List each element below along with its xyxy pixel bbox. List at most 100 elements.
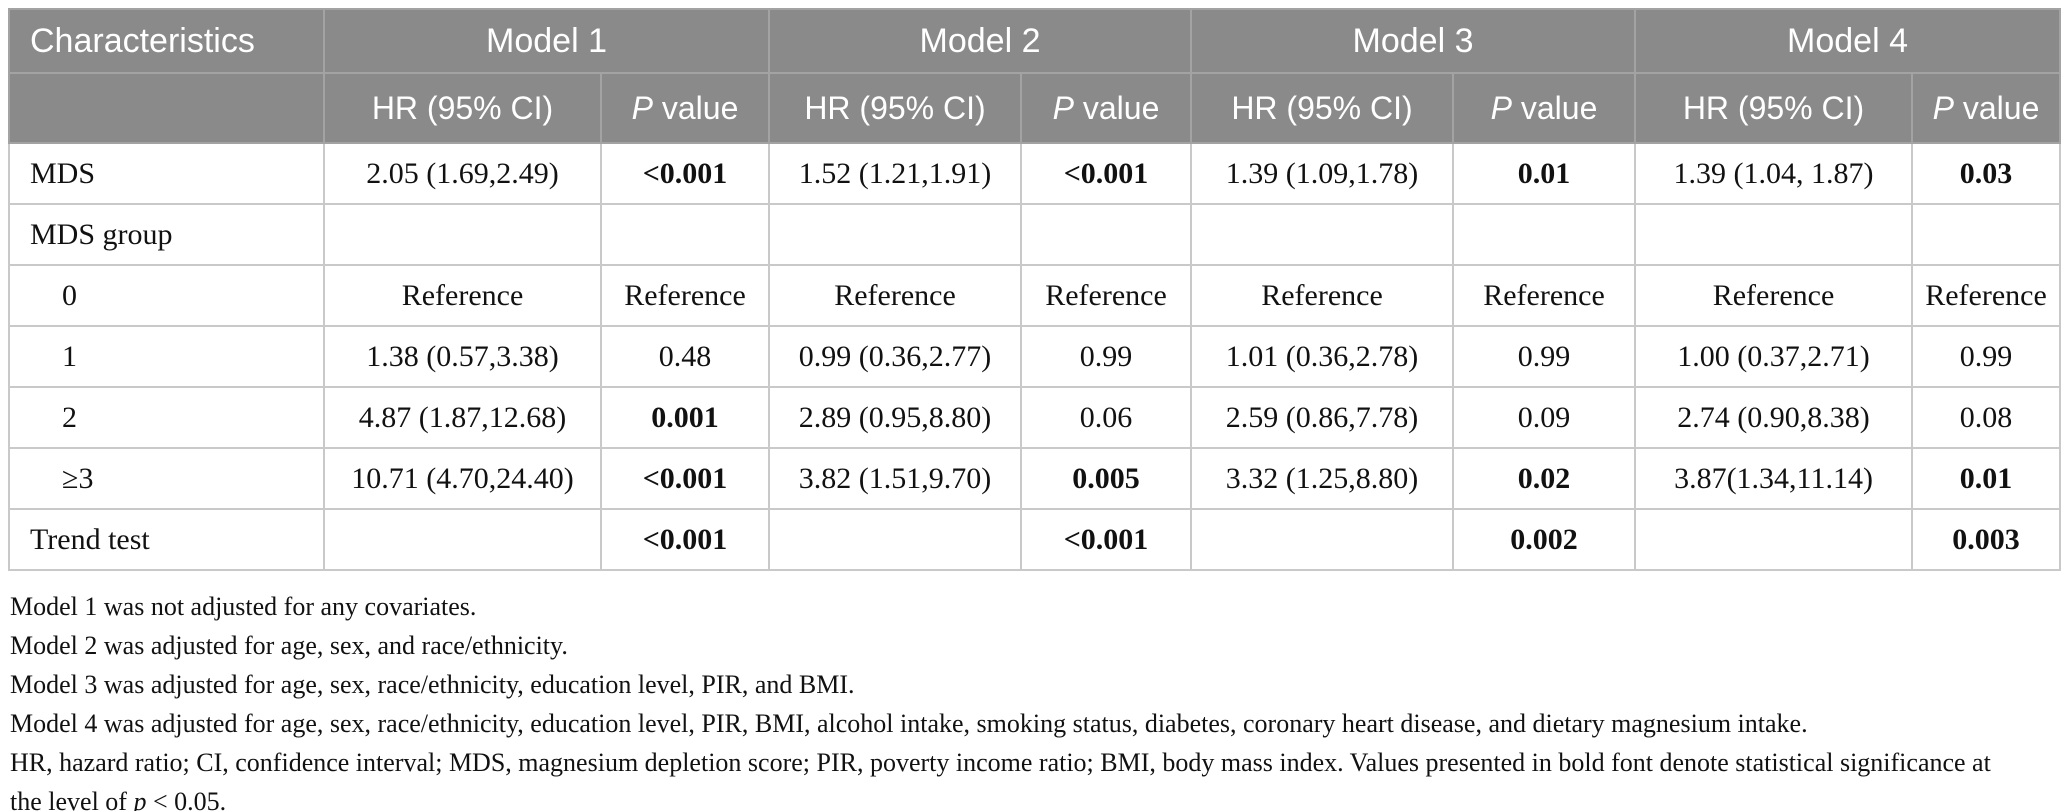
hr-cell <box>1634 508 1913 571</box>
hr-cell: Reference <box>323 264 602 327</box>
row-label: 0 <box>8 264 325 327</box>
hr-cell: Reference <box>768 264 1022 327</box>
row-label: MDS group <box>8 203 325 266</box>
pvalue-header-p: P <box>1490 89 1512 126</box>
pvalue-cell: 0.99 <box>1911 325 2061 388</box>
pvalue-cell: 0.03 <box>1911 142 2061 205</box>
pvalue-cell: 0.08 <box>1911 386 2061 449</box>
table-row: 0 Reference Reference Reference Reference Ref… <box>8 264 2061 327</box>
model-3-header: Model 3 <box>1190 8 1636 74</box>
pvalue-cell: 0.01 <box>1911 447 2061 510</box>
footnote-text: Model 3 was adjusted for age, sex, race/… <box>10 670 855 699</box>
hr-cell: 2.89 (0.95,8.80) <box>768 386 1022 449</box>
pvalue-header: P value <box>1911 72 2061 144</box>
characteristics-header: Characteristics <box>8 8 325 74</box>
pvalue-cell: 0.48 <box>600 325 770 388</box>
table-row: MDS 2.05 (1.69,2.49) <0.001 1.52 (1.21,1.91… <box>8 142 2061 205</box>
model-1-header: Model 1 <box>323 8 770 74</box>
pvalue-cell <box>1452 203 1636 266</box>
model-2-header: Model 2 <box>768 8 1192 74</box>
hr-ci-header: HR (95% CI) <box>323 72 602 144</box>
footnote-text: HR, hazard ratio; CI, confidence interva… <box>10 748 1991 777</box>
pvalue-header-rest: value <box>1073 89 1160 126</box>
table-body: MDS 2.05 (1.69,2.49) <0.001 1.52 (1.21,1.91… <box>8 142 2061 571</box>
pvalue-cell: Reference <box>1020 264 1192 327</box>
pvalue-header: P value <box>1020 72 1192 144</box>
results-table: Characteristics Model 1 Model 2 Model 3 … <box>8 8 2061 571</box>
footnote-line: Model 2 was adjusted for age, sex, and r… <box>10 626 2059 665</box>
hr-cell: 2.59 (0.86,7.78) <box>1190 386 1454 449</box>
hr-cell: 1.00 (0.37,2.71) <box>1634 325 1913 388</box>
pvalue-cell <box>1020 203 1192 266</box>
footnote-italic-p: p <box>133 787 147 811</box>
pvalue-cell: <0.001 <box>600 142 770 205</box>
hr-cell: 4.87 (1.87,12.68) <box>323 386 602 449</box>
pvalue-header: P value <box>600 72 770 144</box>
row-label: 2 <box>8 386 325 449</box>
pvalue-cell: <0.001 <box>1020 142 1192 205</box>
hr-cell: 1.39 (1.04, 1.87) <box>1634 142 1913 205</box>
pvalue-cell: 0.002 <box>1452 508 1636 571</box>
hr-cell <box>1190 508 1454 571</box>
header-row-sub: HR (95% CI) P value HR (95% CI) P value … <box>8 72 2061 144</box>
table-row: Trend test <0.001 <0.001 0.002 0.003 <box>8 508 2061 571</box>
pvalue-header-rest: value <box>652 89 739 126</box>
pvalue-header-rest: value <box>1511 89 1598 126</box>
hr-cell: 1.01 (0.36,2.78) <box>1190 325 1454 388</box>
hr-cell: 3.32 (1.25,8.80) <box>1190 447 1454 510</box>
footnote-text: Model 1 was not adjusted for any covaria… <box>10 592 477 621</box>
row-label: 1 <box>8 325 325 388</box>
hr-cell: 1.38 (0.57,3.38) <box>323 325 602 388</box>
hr-ci-header: HR (95% CI) <box>1634 72 1913 144</box>
header-row-models: Characteristics Model 1 Model 2 Model 3 … <box>8 8 2061 74</box>
row-label: MDS <box>8 142 325 205</box>
footnote-text: Model 4 was adjusted for age, sex, race/… <box>10 709 1808 738</box>
hr-cell: 3.87(1.34,11.14) <box>1634 447 1913 510</box>
pvalue-header-p: P <box>1932 89 1954 126</box>
footnote-line: Model 3 was adjusted for age, sex, race/… <box>10 665 2059 704</box>
model-4-header: Model 4 <box>1634 8 2061 74</box>
row-label: Trend test <box>8 508 325 571</box>
footnote-line: Model 1 was not adjusted for any covaria… <box>10 587 2059 626</box>
pvalue-cell: 0.99 <box>1452 325 1636 388</box>
footnotes: Model 1 was not adjusted for any covaria… <box>8 571 2059 811</box>
hr-cell <box>1634 203 1913 266</box>
table-row: ≥3 10.71 (4.70,24.40) <0.001 3.82 (1.51,9.7… <box>8 447 2061 510</box>
hr-cell: 1.39 (1.09,1.78) <box>1190 142 1454 205</box>
hr-cell <box>768 508 1022 571</box>
pvalue-cell: 0.06 <box>1020 386 1192 449</box>
pvalue-header-p: P <box>1052 89 1074 126</box>
hr-cell: Reference <box>1634 264 1913 327</box>
pvalue-cell: <0.001 <box>600 508 770 571</box>
pvalue-header-p: P <box>631 89 653 126</box>
pvalue-cell: 0.99 <box>1020 325 1192 388</box>
footnote-line: the level of p < 0.05. <box>10 782 2059 811</box>
hr-cell: 3.82 (1.51,9.70) <box>768 447 1022 510</box>
empty-header-cell <box>8 72 325 144</box>
pvalue-header: P value <box>1452 72 1636 144</box>
footnote-line: HR, hazard ratio; CI, confidence interva… <box>10 743 2059 782</box>
footnote-text: the level of <box>10 787 134 811</box>
hr-cell <box>323 203 602 266</box>
footnote-text: < 0.05. <box>146 787 227 811</box>
pvalue-cell: 0.01 <box>1452 142 1636 205</box>
row-label: ≥3 <box>8 447 325 510</box>
pvalue-cell: <0.001 <box>600 447 770 510</box>
hr-cell: 10.71 (4.70,24.40) <box>323 447 602 510</box>
hr-cell: 2.05 (1.69,2.49) <box>323 142 602 205</box>
hr-ci-header: HR (95% CI) <box>768 72 1022 144</box>
pvalue-cell: Reference <box>1911 264 2061 327</box>
hr-cell: 2.74 (0.90,8.38) <box>1634 386 1913 449</box>
table-row: 2 4.87 (1.87,12.68) 0.001 2.89 (0.95,8.80) 0… <box>8 386 2061 449</box>
hr-cell: Reference <box>1190 264 1454 327</box>
hr-cell: 1.52 (1.21,1.91) <box>768 142 1022 205</box>
table-header: Characteristics Model 1 Model 2 Model 3 … <box>8 8 2061 144</box>
pvalue-cell: Reference <box>600 264 770 327</box>
pvalue-cell: 0.005 <box>1020 447 1192 510</box>
pvalue-cell: 0.09 <box>1452 386 1636 449</box>
pvalue-cell: <0.001 <box>1020 508 1192 571</box>
pvalue-cell: 0.003 <box>1911 508 2061 571</box>
footnote-text: Model 2 was adjusted for age, sex, and r… <box>10 631 568 660</box>
hr-cell: 0.99 (0.36,2.77) <box>768 325 1022 388</box>
